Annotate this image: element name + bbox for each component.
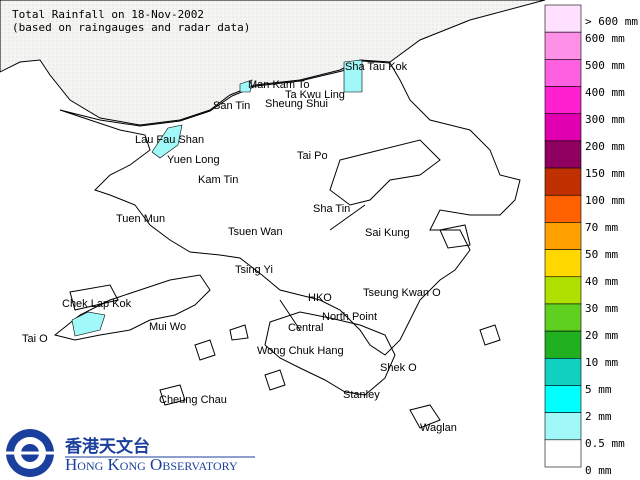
legend-swatch (544, 412, 582, 441)
place-label: Shek O (380, 362, 417, 374)
legend-swatch (544, 303, 582, 332)
place-label: Chek Lap Kok (62, 298, 132, 310)
legend-label: 150 mm (585, 167, 625, 180)
legend-label: 500 mm (585, 59, 625, 72)
legend-label: 40 mm (585, 275, 618, 288)
place-label: Yuen Long (167, 154, 220, 166)
place-label: Kam Tin (198, 174, 238, 186)
rain-patch (71, 311, 106, 337)
legend: > 600 mm 600 mm 500 mm 400 mm 300 mm 200 mm 15… (544, 4, 638, 477)
hk-island (264, 311, 396, 396)
place-label: Lau Fau Shan (135, 134, 204, 146)
legend-label: 2 mm (585, 410, 612, 423)
tolo-harbour (329, 139, 441, 206)
legend-label: 70 mm (585, 221, 618, 234)
legend-label: 10 mm (585, 356, 618, 369)
place-label: Ta Kwu Ling (285, 89, 345, 101)
legend-label: 30 mm (585, 302, 618, 315)
lantau (53, 274, 211, 341)
legend-label: 50 mm (585, 248, 618, 261)
place-label: Sai Kung (365, 227, 410, 239)
legend-swatch (544, 276, 582, 305)
chek-lap-kok (69, 284, 119, 311)
legend-swatch (544, 140, 582, 169)
legend-swatch (544, 113, 582, 142)
legend-label: 400 mm (585, 86, 625, 99)
place-label: Cheung Chau (159, 394, 227, 406)
legend-swatch (544, 194, 582, 223)
legend-label: 0 mm (585, 464, 612, 477)
place-label: HKO (308, 292, 332, 304)
place-label: Mui Wo (149, 321, 186, 333)
rain-patch (151, 124, 183, 159)
place-label: Tseung Kwan O (363, 287, 441, 299)
map-subtitle: (based on raingauges and radar data) (12, 21, 250, 34)
place-label: Tsing Yi (235, 264, 273, 276)
legend-swatch (544, 249, 582, 278)
legend-swatch (544, 31, 582, 60)
place-label: San Tin (213, 100, 250, 112)
place-label: Wong Chuk Hang (257, 345, 344, 357)
legend-label: 100 mm (585, 194, 625, 207)
place-label: Sha Tin (313, 203, 350, 215)
place-label: Tai Po (297, 150, 328, 162)
place-label: Tai O (22, 333, 48, 345)
map-title: Total Rainfall on 18-Nov-2002 (12, 8, 204, 21)
logo-english: Hong Kong Observatory (65, 455, 238, 474)
place-label: Tuen Mun (116, 213, 165, 225)
islands (159, 224, 501, 429)
place-label: Stanley (343, 389, 380, 401)
legend-swatch (544, 385, 582, 413)
legend-label: > 600 mm (585, 15, 638, 28)
legend-label: 0.5 mm (585, 437, 625, 450)
legend-label: 300 mm (585, 113, 625, 126)
logo-chinese: 香港天文台 (65, 436, 150, 457)
legend-swatch (544, 222, 582, 250)
legend-label: 200 mm (585, 140, 625, 153)
legend-label: 20 mm (585, 329, 618, 342)
place-label: Sheung Shui (265, 98, 328, 110)
legend-label: 5 mm (585, 383, 612, 396)
place-label: Central (288, 322, 323, 334)
legend-swatch (544, 330, 582, 359)
place-label: North Point (322, 311, 377, 323)
place-label: Waglan (420, 422, 457, 434)
logo (6, 429, 54, 477)
mainland (0, 0, 546, 126)
legend-swatch (544, 59, 582, 87)
road (279, 299, 301, 331)
legend-label: 600 mm (585, 32, 625, 45)
legend-swatch (544, 439, 582, 468)
rain-patch (239, 79, 253, 93)
legend-swatch (544, 86, 582, 115)
legend-swatch (544, 4, 582, 33)
place-label: Sha Tau Kok (345, 61, 408, 73)
road (329, 204, 366, 231)
place-label: Tsuen Wan (228, 226, 283, 238)
place-label: Man Kam To (248, 79, 310, 91)
legend-swatch (544, 167, 582, 196)
rain-patch (343, 59, 363, 93)
legend-swatch (544, 357, 582, 386)
